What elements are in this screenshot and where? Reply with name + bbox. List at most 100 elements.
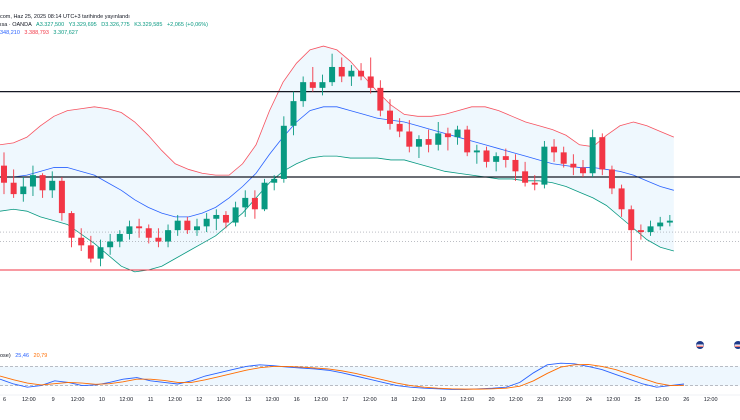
time-axis-label: 12:00 (509, 397, 523, 403)
time-axis-label: 9 (52, 397, 55, 403)
candle-up[interactable] (329, 66, 336, 83)
candle-up[interactable] (319, 82, 326, 88)
time-axis-label: 12:00 (460, 397, 474, 403)
candle-down[interactable] (570, 163, 577, 168)
bb-mid-value: 348,210 (0, 30, 20, 36)
candle-up[interactable] (541, 146, 548, 185)
candle-down[interactable] (78, 237, 85, 246)
candle-up[interactable] (300, 82, 307, 102)
candle-down[interactable] (222, 214, 229, 223)
time-axis-label: 10 (99, 397, 105, 403)
time-axis-label: 12:00 (412, 397, 426, 403)
candle-up[interactable] (589, 137, 596, 174)
time-axis-label: 12:00 (704, 397, 718, 403)
candle-up[interactable] (473, 150, 480, 153)
bb-upper-line (0, 45, 675, 176)
candle-down[interactable] (502, 156, 509, 160)
event-flags[interactable] (696, 341, 740, 349)
candle-down[interactable] (637, 230, 644, 233)
candle-up[interactable] (657, 222, 664, 227)
time-axis-label: 12:00 (363, 397, 377, 403)
candle-down[interactable] (618, 188, 625, 210)
ohlc-low: D3.326,775 (101, 22, 130, 28)
candle-down[interactable] (68, 213, 75, 238)
candle-down[interactable] (39, 175, 46, 191)
time-axis-label: 12:00 (217, 397, 231, 403)
candle-up[interactable] (348, 70, 355, 77)
candle-up[interactable] (29, 175, 36, 187)
candle-up[interactable] (647, 226, 654, 233)
candle-down[interactable] (406, 131, 413, 147)
candle-up[interactable] (174, 220, 181, 231)
candle-down[interactable] (387, 110, 393, 124)
time-axis-label: 25 (635, 397, 641, 403)
candle-up[interactable] (203, 218, 210, 227)
candle-down[interactable] (560, 152, 567, 164)
candle-down[interactable] (522, 171, 529, 183)
candle-down[interactable] (425, 139, 432, 145)
candle-up[interactable] (20, 186, 27, 195)
time-axis-label: 13 (245, 397, 251, 403)
candle-down[interactable] (145, 228, 152, 238)
candle-up[interactable] (116, 233, 123, 242)
candle-down[interactable] (599, 137, 606, 170)
bollinger-bands (0, 45, 675, 273)
candle-up[interactable] (49, 180, 56, 191)
candle-up[interactable] (165, 230, 172, 242)
rsi-name[interactable]: ose) (0, 353, 11, 359)
candle-up[interactable] (280, 125, 287, 179)
candle-up[interactable] (271, 178, 278, 183)
candle-down[interactable] (464, 129, 471, 153)
candle-up[interactable] (415, 139, 422, 147)
candle-down[interactable] (367, 76, 374, 88)
candle-down[interactable] (358, 70, 365, 77)
candle-down[interactable] (155, 237, 162, 242)
candle-down[interactable] (551, 146, 558, 153)
candle-up[interactable] (232, 207, 239, 223)
candle-down[interactable] (483, 150, 490, 162)
candle-up[interactable] (126, 226, 133, 234)
candle-up[interactable] (242, 197, 249, 208)
candle-down[interactable] (58, 180, 65, 214)
candle-up[interactable] (290, 101, 297, 126)
time-axis-label: 12:00 (265, 397, 279, 403)
candle-down[interactable] (377, 87, 384, 111)
candle-up[interactable] (435, 133, 442, 145)
candle-down[interactable] (136, 226, 143, 229)
candle-up[interactable] (107, 241, 114, 248)
time-axis-label: 6 (3, 397, 6, 403)
candle-down[interactable] (338, 66, 345, 77)
candle-up[interactable] (97, 247, 104, 259)
candle-down[interactable] (1, 165, 7, 183)
candle-down[interactable] (251, 197, 258, 210)
candle-down[interactable] (10, 182, 17, 195)
header-line-3: 348,210 3.388,793 3.307,627 (0, 30, 81, 36)
candles[interactable] (1, 53, 673, 267)
candle-down[interactable] (531, 182, 538, 185)
time-axis-label: 19 (440, 397, 446, 403)
candle-up[interactable] (454, 129, 461, 138)
time-axis-label: 26 (683, 397, 689, 403)
time-axis-label: 12:00 (71, 397, 85, 403)
candle-down[interactable] (580, 167, 586, 174)
candle-up[interactable] (213, 214, 220, 219)
time-axis-label: 17 (342, 397, 348, 403)
candle-up[interactable] (261, 182, 268, 210)
candle-down[interactable] (512, 159, 519, 172)
candle-down[interactable] (628, 209, 635, 231)
time-axis-label: 12:00 (314, 397, 328, 403)
candle-down[interactable] (87, 245, 94, 259)
rsi-series-d (0, 364, 685, 390)
candle-down[interactable] (396, 123, 403, 132)
candle-up[interactable] (493, 156, 500, 162)
candle-down[interactable] (444, 133, 451, 138)
candle-down[interactable] (309, 82, 316, 88)
candle-up[interactable] (194, 226, 200, 231)
candle-down[interactable] (608, 169, 615, 189)
candle-up[interactable] (666, 220, 673, 223)
symbol-label[interactable]: ısa · OANDA (0, 22, 32, 28)
candle-down[interactable] (184, 220, 191, 231)
flag-stripe (696, 344, 704, 347)
rsi-k-value: 25,46 (15, 353, 29, 359)
